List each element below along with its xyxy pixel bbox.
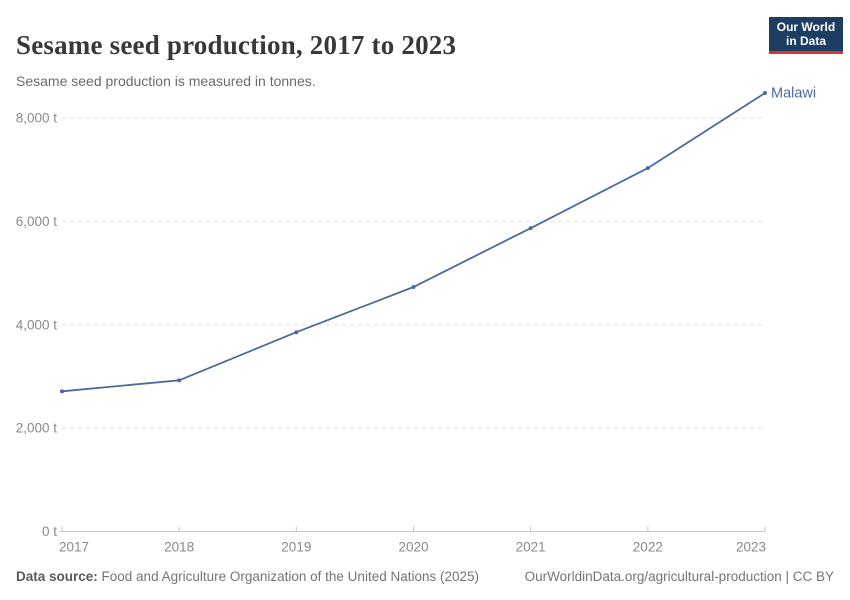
data-source-note: Data source: Food and Agriculture Organi… xyxy=(16,569,479,584)
page-title: Sesame seed production, 2017 to 2023 xyxy=(16,30,457,61)
x-tick-label-2021: 2021 xyxy=(516,540,546,555)
x-tick-label-2023: 2023 xyxy=(736,540,766,555)
x-tick-label-2020: 2020 xyxy=(398,540,428,555)
x-tick-label-2022: 2022 xyxy=(633,540,663,555)
data-point-2023[interactable] xyxy=(763,90,767,95)
owid-logo-line1: Our World xyxy=(776,20,836,34)
data-source-text: Food and Agriculture Organization of the… xyxy=(97,569,480,584)
data-point-2022[interactable] xyxy=(645,166,650,171)
series-line-malawi[interactable] xyxy=(61,92,766,393)
x-tick-label-2017: 2017 xyxy=(59,540,89,555)
y-tick-label-8000: 8,000 t xyxy=(16,111,58,126)
y-tick-label-6000: 6,000 t xyxy=(16,214,58,229)
x-tick-label-2018: 2018 xyxy=(164,540,194,555)
y-tick-label-2000: 2,000 t xyxy=(16,421,58,436)
page-subtitle: Sesame seed production is measured in to… xyxy=(16,73,316,89)
data-point-2021[interactable] xyxy=(528,226,533,231)
owid-logo[interactable]: Our World in Data xyxy=(769,17,843,54)
owid-url-link[interactable]: OurWorldinData.org/agricultural-producti… xyxy=(524,569,834,584)
owid-logo-line2: in Data xyxy=(785,34,826,48)
data-point-2020[interactable] xyxy=(411,285,416,290)
y-tick-label-0: 0 t xyxy=(42,524,57,539)
data-point-2017[interactable] xyxy=(60,389,64,394)
y-tick-label-4000: 4,000 t xyxy=(16,317,58,332)
data-point-2018[interactable] xyxy=(177,378,182,383)
data-source-label: Data source: xyxy=(16,569,98,584)
entity-label[interactable]: Malawi xyxy=(771,85,816,101)
data-point-2019[interactable] xyxy=(294,330,299,335)
x-tick-label-2019: 2019 xyxy=(281,540,311,555)
chart-footer: Data source: Food and Agriculture Organi… xyxy=(16,569,834,584)
